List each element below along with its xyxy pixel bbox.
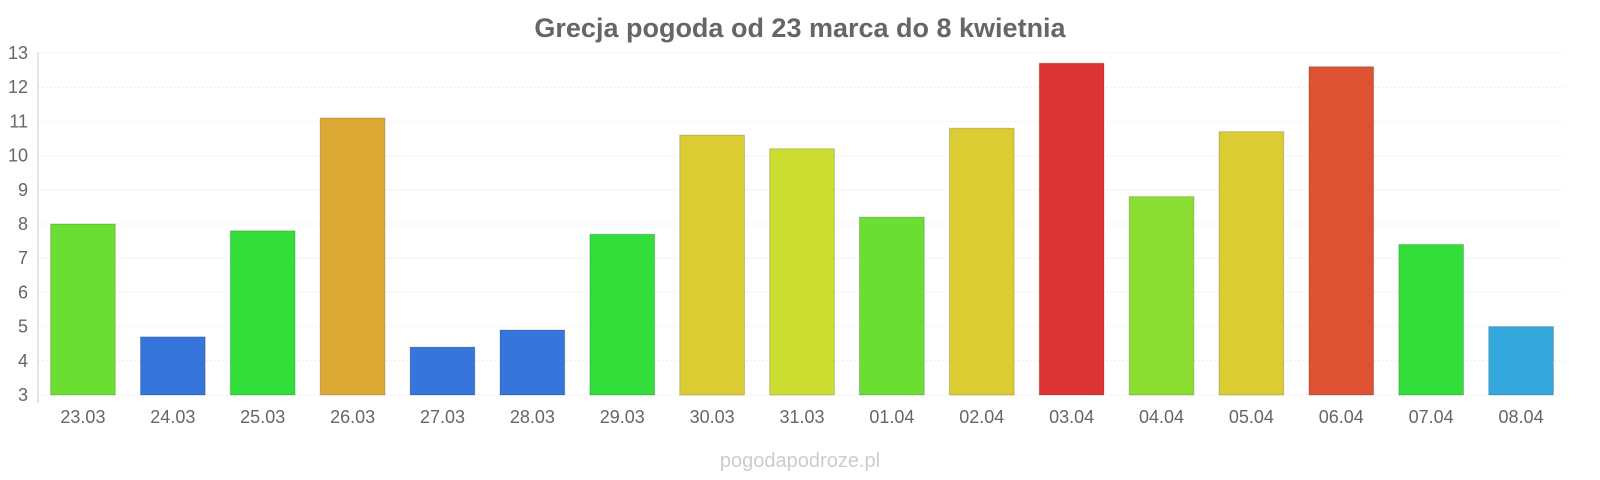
x-tick-label: 28.03 <box>510 407 555 427</box>
y-tick-label: 10 <box>8 146 28 166</box>
bar <box>1308 66 1375 396</box>
x-tick-label: 07.04 <box>1409 407 1454 427</box>
x-tick-label: 06.04 <box>1319 407 1364 427</box>
x-tick-label: 04.04 <box>1139 407 1184 427</box>
y-tick-label: 7 <box>18 248 28 268</box>
chart-title: Grecja pogoda od 23 marca do 8 kwietnia <box>534 13 1066 43</box>
bar <box>859 216 925 396</box>
y-tick-label: 13 <box>8 43 28 63</box>
y-tick-label: 6 <box>18 282 28 302</box>
y-tick-label: 5 <box>18 317 28 337</box>
x-tick-label: 03.04 <box>1049 407 1094 427</box>
x-tick-label: 29.03 <box>600 407 645 427</box>
bar <box>679 134 745 396</box>
bar <box>409 346 476 396</box>
x-tick-label: 01.04 <box>869 407 914 427</box>
y-tick-label: 12 <box>8 77 28 97</box>
x-tick-label: 08.04 <box>1499 407 1544 427</box>
bar <box>1218 131 1285 396</box>
y-tick-label: 4 <box>18 351 28 371</box>
bar <box>499 329 566 396</box>
bar <box>319 117 386 396</box>
y-tick-label: 8 <box>18 214 28 234</box>
bar <box>1128 196 1195 396</box>
bar <box>948 127 1015 396</box>
y-axis-ticks: 3 4 5 6 7 8 9 10 11 12 13 <box>8 43 28 405</box>
bar <box>1488 326 1554 396</box>
y-tick-label: 3 <box>18 385 28 405</box>
x-axis-ticks: 23.03 24.03 25.03 26.03 27.03 28.03 29.03 30.03… <box>60 407 1543 427</box>
bar <box>229 230 296 396</box>
bar <box>1398 244 1465 396</box>
x-tick-label: 23.03 <box>60 407 105 427</box>
x-tick-label: 31.03 <box>779 407 824 427</box>
bar <box>769 148 835 396</box>
x-tick-label: 30.03 <box>690 407 735 427</box>
x-tick-label: 05.04 <box>1229 407 1274 427</box>
x-tick-label: 02.04 <box>959 407 1004 427</box>
bar <box>1038 62 1105 396</box>
bar <box>139 336 206 396</box>
bars <box>50 62 1554 396</box>
x-tick-label: 24.03 <box>150 407 195 427</box>
y-tick-label: 9 <box>18 180 28 200</box>
x-tick-label: 26.03 <box>330 407 375 427</box>
x-tick-label: 25.03 <box>240 407 285 427</box>
watermark: pogodapodroze.pl <box>720 450 880 472</box>
y-tick-label: 11 <box>9 111 28 131</box>
bar <box>50 223 116 396</box>
x-tick-label: 27.03 <box>420 407 465 427</box>
bar <box>589 233 656 396</box>
